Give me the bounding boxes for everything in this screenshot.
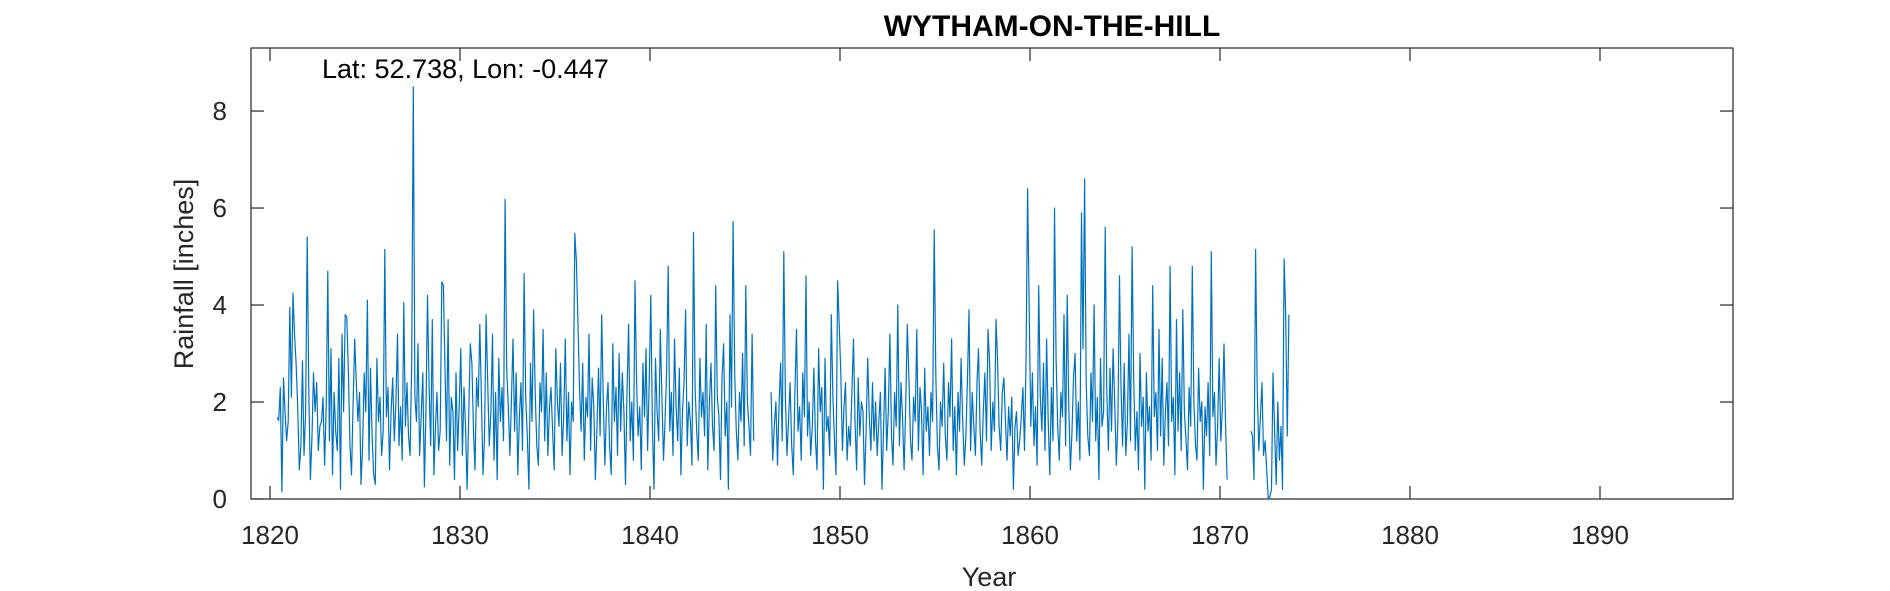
y-tick-label: 6 — [213, 193, 227, 223]
x-tick-label: 1870 — [1191, 520, 1249, 550]
y-tick-label: 2 — [213, 387, 227, 417]
location-annotation: Lat: 52.738, Lon: -0.447 — [322, 54, 609, 84]
x-tick-label: 1850 — [811, 520, 869, 550]
y-tick-label: 4 — [213, 290, 227, 320]
chart-title: WYTHAM-ON-THE-HILL — [884, 10, 1221, 43]
y-axis-ticks: 0 2 4 6 8 — [213, 96, 1733, 514]
y-tick-label: 8 — [213, 96, 227, 126]
x-axis-label: Year — [962, 562, 1017, 591]
x-tick-label: 1820 — [241, 520, 299, 550]
rainfall-series-line — [276, 86, 1290, 500]
x-tick-label: 1880 — [1381, 520, 1439, 550]
x-tick-label: 1830 — [431, 520, 489, 550]
y-axis-label: Rainfall [inches] — [169, 179, 199, 370]
y-tick-label: 0 — [213, 484, 227, 514]
x-tick-label: 1890 — [1571, 520, 1629, 550]
x-tick-label: 1860 — [1001, 520, 1059, 550]
x-tick-label: 1840 — [621, 520, 679, 550]
x-axis-ticks: 1820 1830 1840 1850 1860 1870 1880 1890 — [241, 48, 1629, 550]
